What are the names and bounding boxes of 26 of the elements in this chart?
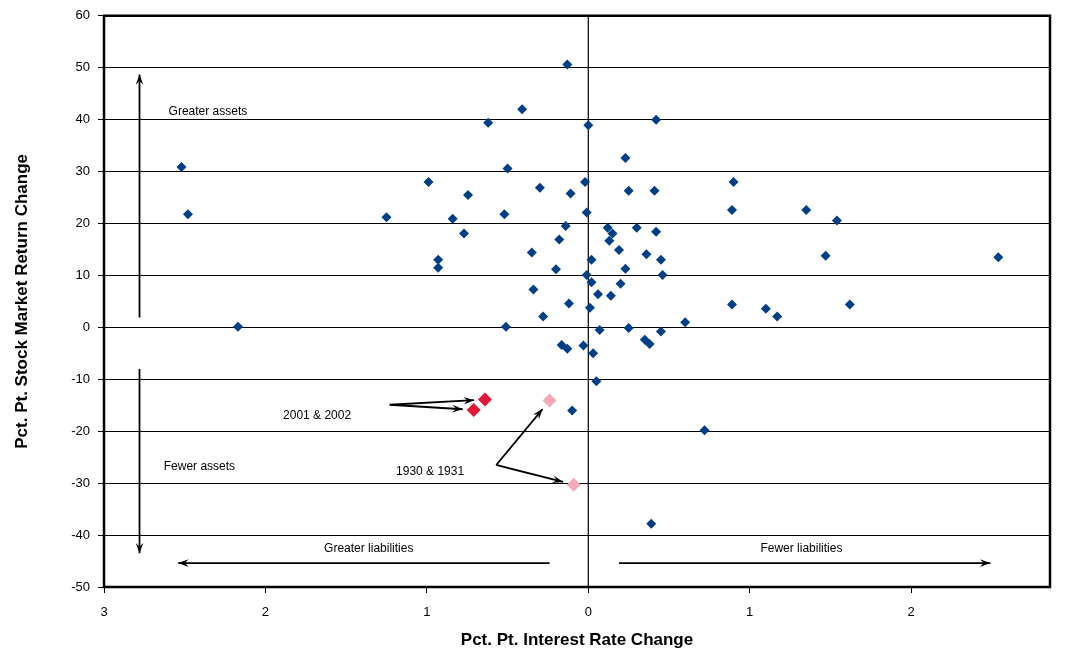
y-tick-label: -40 (71, 526, 90, 542)
annotation: Greater liabilities (324, 541, 414, 556)
y-tick-label: -50 (71, 578, 90, 594)
y-tick-label: 10 (75, 267, 90, 283)
y-tick-label: -10 (71, 370, 90, 386)
x-tick-label: 1 (746, 604, 754, 620)
y-tick-label: 60 (75, 7, 90, 23)
x-tick-label: 3 (100, 604, 108, 620)
annotation: 1930 & 1931 (396, 463, 465, 478)
x-axis-title: Pct. Pt. Interest Rate Change (460, 630, 694, 650)
annotation: 2001 & 2002 (283, 407, 352, 422)
annotation: Greater assets (168, 103, 248, 118)
y-tick-label: 40 (75, 111, 90, 127)
y-tick-label: 50 (75, 59, 90, 75)
y-axis-title: Pct. Pt. Stock Market Return Change (11, 154, 31, 449)
x-tick-label: 1 (423, 604, 431, 620)
y-tick-label: 20 (75, 215, 90, 231)
x-tick-label: 0 (584, 604, 592, 620)
annotation: Fewer assets (163, 459, 236, 474)
x-tick-label: 2 (907, 604, 915, 620)
y-tick-label: 30 (75, 163, 90, 179)
y-tick-label: -20 (71, 422, 90, 438)
y-tick-label: 0 (82, 318, 90, 334)
annotation: Fewer liabilities (760, 541, 843, 556)
y-tick-label: -30 (71, 474, 90, 490)
x-tick-label: 2 (261, 604, 270, 620)
